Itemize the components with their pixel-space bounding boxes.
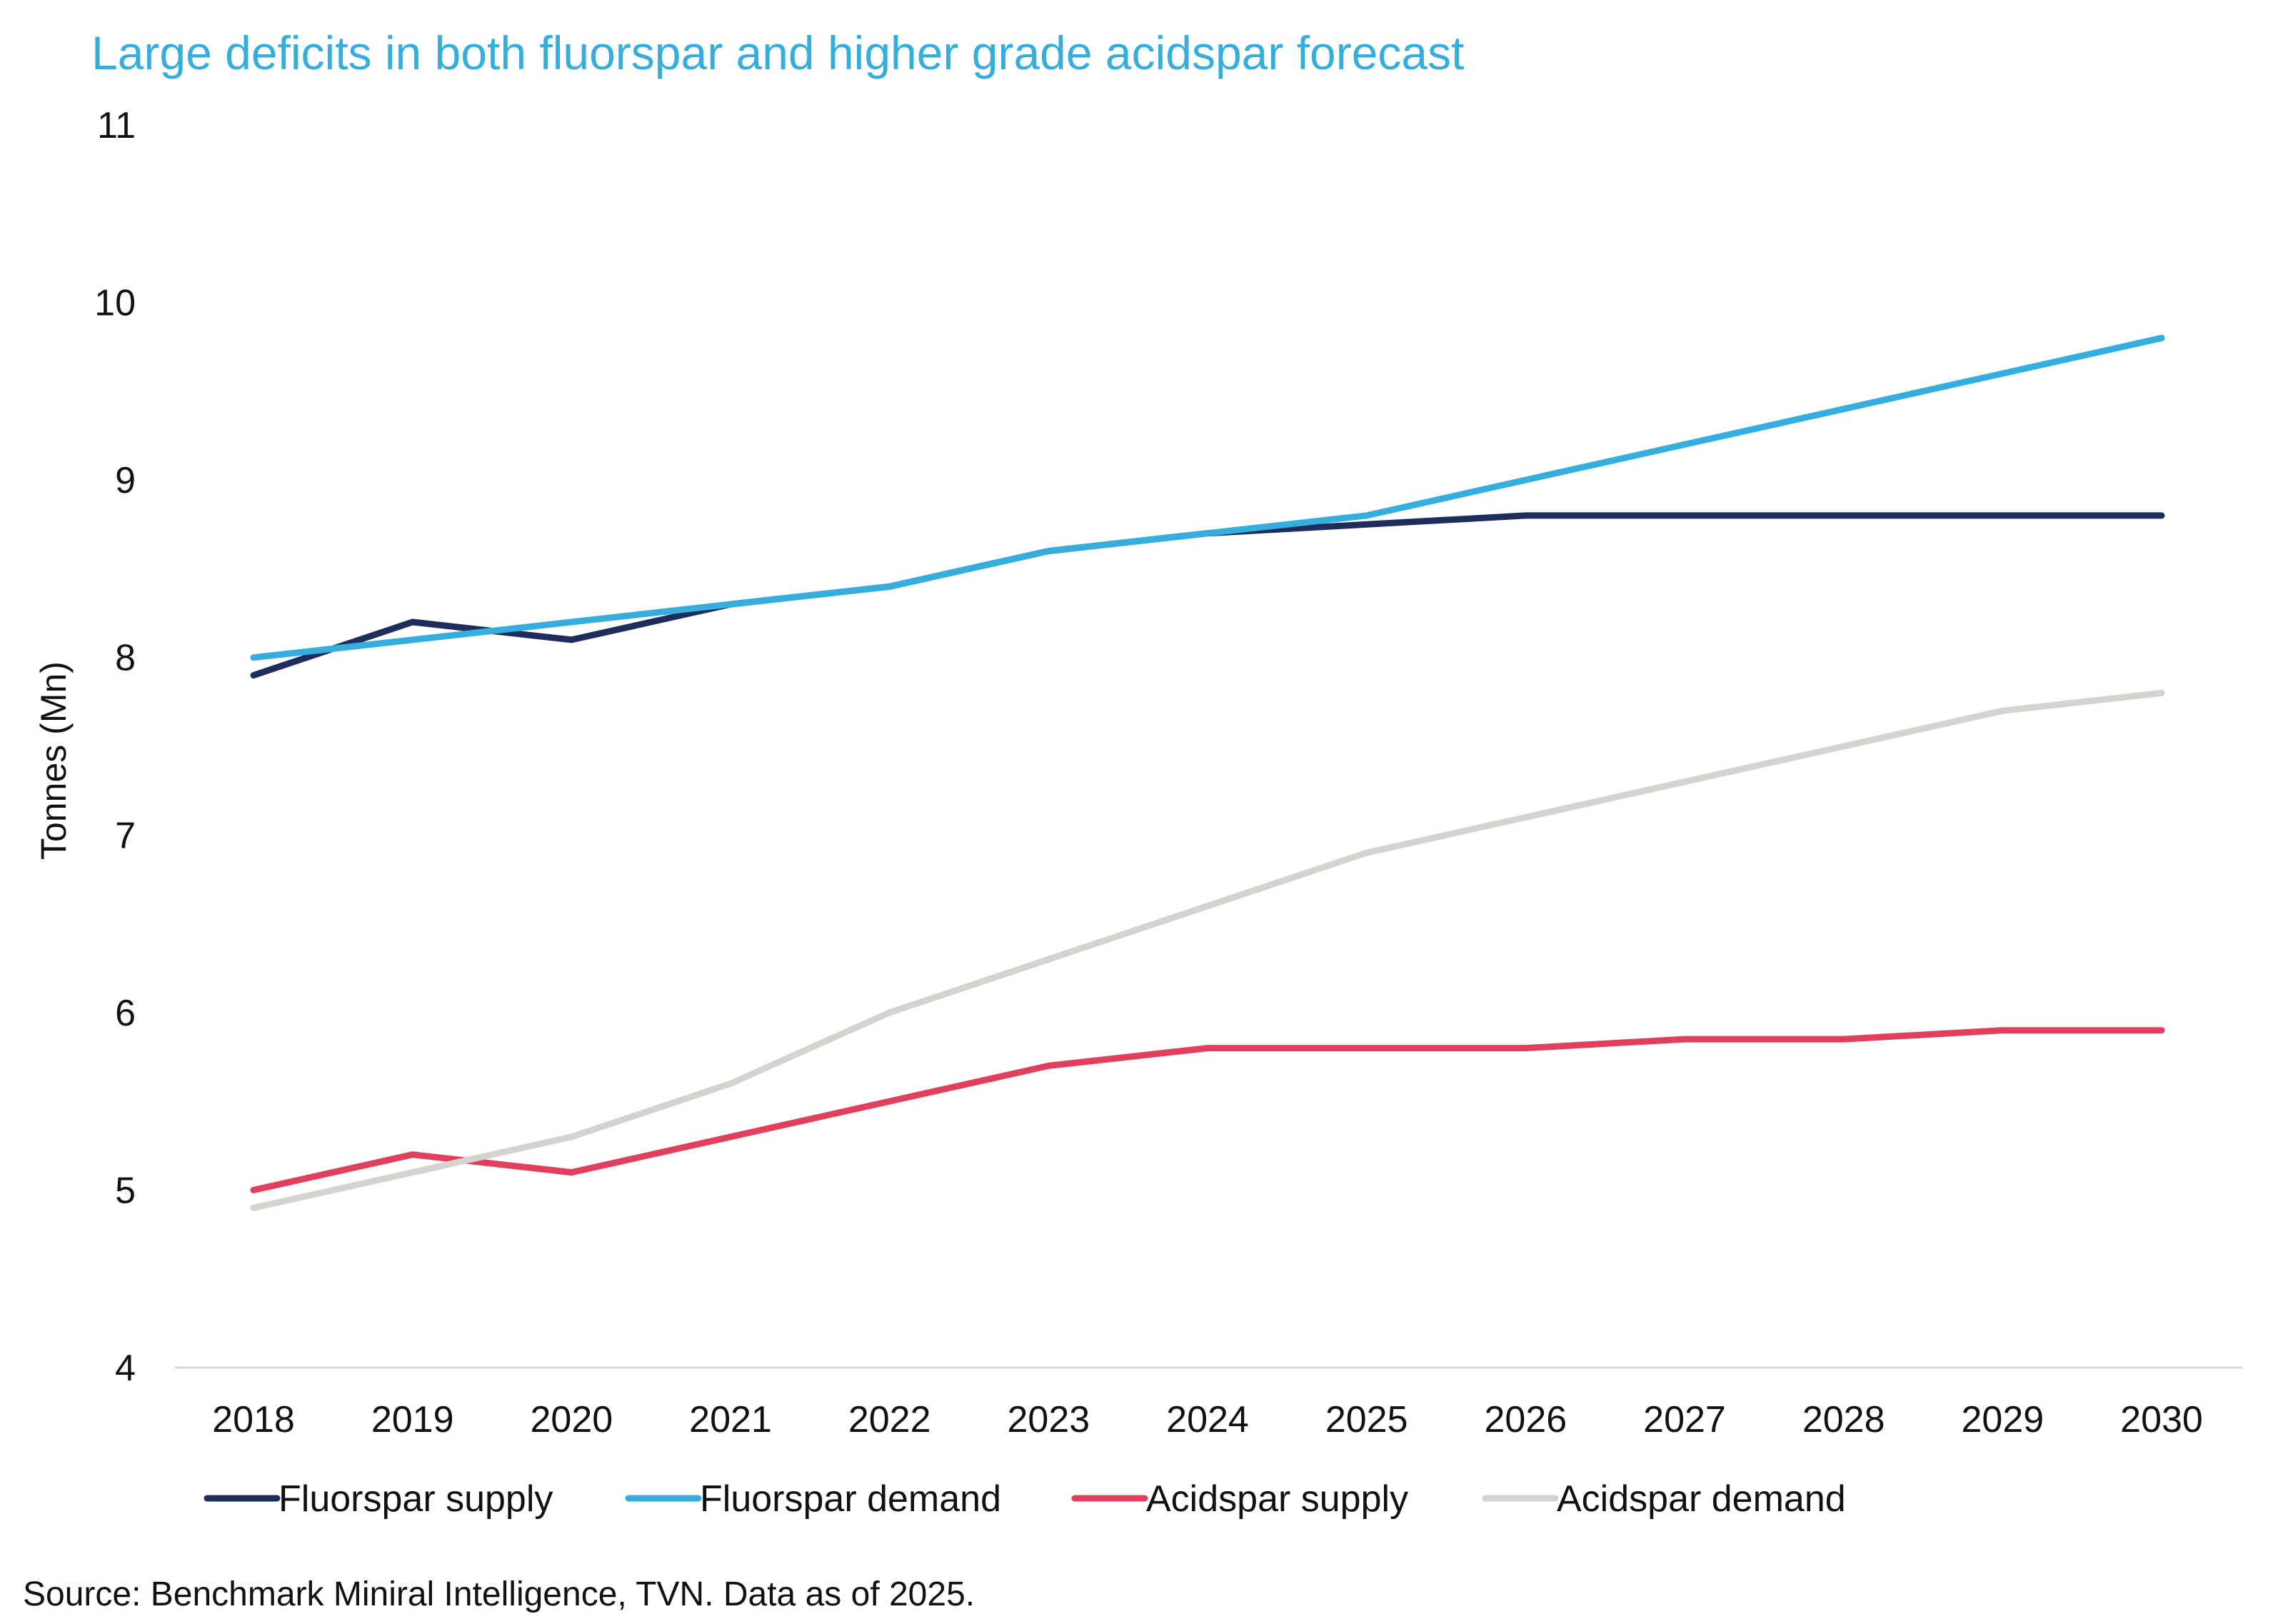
series-line-fluorspar-demand xyxy=(250,334,2165,661)
x-tick-label: 2024 xyxy=(1166,1399,1249,1440)
y-axis-title: Tonnes (Mn) xyxy=(34,661,74,860)
y-tick-label: 11 xyxy=(97,105,136,146)
series-line-fluorspar-supply xyxy=(250,512,2165,679)
x-tick-label: 2030 xyxy=(2120,1399,2203,1440)
x-tick-label: 2019 xyxy=(371,1399,454,1440)
x-tick-label: 2021 xyxy=(689,1399,772,1440)
x-tick-label: 2028 xyxy=(1802,1399,1885,1440)
y-axis-ticks: 4 5 6 7 8 9 10 11 xyxy=(94,105,136,1389)
legend-label: Acidspar supply xyxy=(1146,1478,1408,1520)
legend-label: Fluorspar supply xyxy=(279,1478,553,1520)
x-tick-label: 2025 xyxy=(1325,1399,1408,1440)
series-lines xyxy=(250,334,2165,1211)
legend: Fluorspar supply Fluorspar demand Acidspar… xyxy=(204,1478,1846,1520)
y-tick-label: 9 xyxy=(115,460,136,501)
source-note: Source: Benchmark Miniral Intelligence, … xyxy=(23,1575,975,1613)
x-tick-label: 2022 xyxy=(848,1399,931,1440)
x-axis-ticks: 2018 2019 2020 2021 2022 2023 2024 2025 2026 2027… xyxy=(212,1399,2203,1440)
y-tick-label: 5 xyxy=(115,1170,136,1211)
x-tick-label: 2029 xyxy=(1961,1399,2044,1440)
y-tick-label: 6 xyxy=(115,993,136,1034)
x-tick-label: 2020 xyxy=(530,1399,613,1440)
y-tick-label: 4 xyxy=(115,1348,136,1389)
x-tick-label: 2023 xyxy=(1007,1399,1090,1440)
series-line-acidspar-demand xyxy=(250,689,2165,1211)
series-line-acidspar-supply xyxy=(250,1027,2165,1193)
x-tick-label: 2026 xyxy=(1484,1399,1567,1440)
y-tick-label: 8 xyxy=(115,638,136,679)
y-tick-label: 7 xyxy=(115,815,136,856)
legend-label: Acidspar demand xyxy=(1557,1478,1846,1520)
y-tick-label: 10 xyxy=(94,283,136,324)
chart-title: Large deficits in both fluorspar and hig… xyxy=(91,26,1465,79)
x-tick-label: 2027 xyxy=(1643,1399,1726,1440)
x-tick-label: 2018 xyxy=(212,1399,295,1440)
legend-label: Fluorspar demand xyxy=(700,1478,1001,1520)
